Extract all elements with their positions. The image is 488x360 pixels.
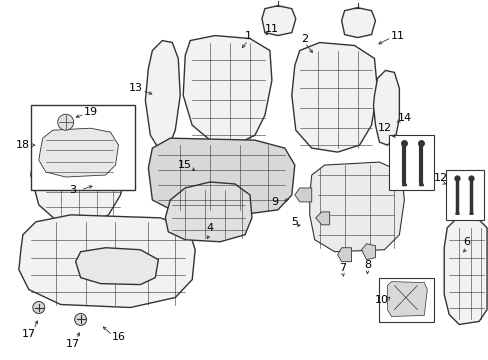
Circle shape [33, 302, 45, 314]
Polygon shape [386, 282, 427, 316]
Polygon shape [76, 248, 158, 285]
Text: 17: 17 [22, 329, 36, 339]
Text: 6: 6 [463, 237, 469, 247]
Text: 9: 9 [271, 197, 278, 207]
Text: 15: 15 [178, 160, 192, 170]
Polygon shape [31, 118, 128, 225]
Text: 3: 3 [69, 185, 76, 195]
Polygon shape [309, 162, 404, 252]
Text: 11: 11 [389, 31, 404, 41]
Text: 1: 1 [244, 31, 251, 41]
Bar [446, 170, 483, 220]
Polygon shape [341, 8, 375, 37]
Text: 19: 19 [83, 107, 98, 117]
Text: 2: 2 [301, 33, 308, 44]
Text: 10: 10 [374, 294, 387, 305]
Polygon shape [315, 212, 329, 225]
Polygon shape [361, 244, 375, 260]
Bar [388, 135, 433, 190]
Text: 18: 18 [16, 140, 30, 150]
Polygon shape [291, 42, 377, 152]
Polygon shape [337, 248, 351, 262]
Polygon shape [19, 215, 195, 307]
Text: 5: 5 [291, 217, 298, 227]
Polygon shape [294, 188, 311, 202]
Text: 11: 11 [264, 24, 278, 33]
Text: 13: 13 [128, 84, 142, 93]
Polygon shape [183, 36, 271, 145]
Text: 7: 7 [338, 263, 346, 273]
Text: 12: 12 [377, 123, 391, 133]
Polygon shape [165, 182, 251, 242]
Polygon shape [145, 41, 180, 148]
Polygon shape [443, 218, 486, 324]
Text: 4: 4 [206, 223, 213, 233]
Text: 12: 12 [433, 173, 447, 183]
Polygon shape [148, 138, 294, 215]
Text: 14: 14 [398, 113, 411, 123]
Text: 16: 16 [111, 332, 125, 342]
Bar [379, 278, 433, 323]
Polygon shape [39, 128, 118, 177]
Polygon shape [373, 71, 399, 145]
Circle shape [75, 314, 86, 325]
Polygon shape [262, 6, 295, 36]
Bar [31, 105, 135, 190]
Text: 8: 8 [363, 260, 370, 270]
Circle shape [58, 114, 74, 130]
Text: 17: 17 [65, 339, 80, 349]
